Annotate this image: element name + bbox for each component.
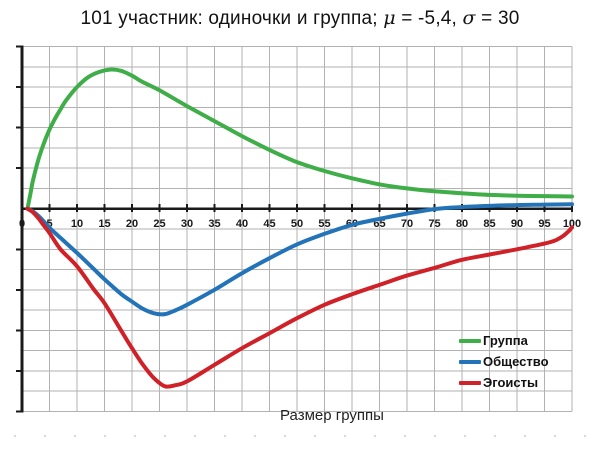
title-mu-symbol: μ xyxy=(383,7,396,29)
legend-swatch-green xyxy=(459,338,481,343)
svg-text:15: 15 xyxy=(98,218,110,230)
legend-label-gruppa: Группа xyxy=(483,333,528,348)
decorative-dotted-border xyxy=(14,435,586,437)
legend-item-gruppa: Группа xyxy=(459,330,549,351)
svg-text:45: 45 xyxy=(263,218,275,230)
legend-item-obshchestvo: Общество xyxy=(459,351,549,372)
svg-text:100: 100 xyxy=(563,218,581,230)
legend-label-egoisty: Эгоисты xyxy=(483,375,539,390)
svg-text:25: 25 xyxy=(153,218,165,230)
title-sigma-value: = 30 xyxy=(475,8,520,29)
title-sigma-symbol: σ xyxy=(462,7,476,29)
svg-text:10: 10 xyxy=(71,218,83,230)
axis-ticks xyxy=(16,45,573,413)
svg-text:55: 55 xyxy=(318,218,330,230)
legend-label-obshchestvo: Общество xyxy=(483,354,549,369)
svg-text:75: 75 xyxy=(428,218,440,230)
x-tick-labels: 0 5 10 15 20 25 30 35 40 45 50 55 60 65 70 75 80 85 90 95 10… xyxy=(19,218,581,230)
svg-text:70: 70 xyxy=(401,218,413,230)
chart-title: 101 участник: одиночки и группа; μ = -5,… xyxy=(0,7,600,30)
series-curve-gruppa xyxy=(25,67,574,211)
title-mu-value: = -5,4, xyxy=(395,8,463,29)
legend-swatch-blue xyxy=(459,359,481,364)
series-curve-egoisty xyxy=(25,206,574,389)
legend-item-egoisty: Эгоисты xyxy=(459,372,549,393)
series-curve-obshchestvo xyxy=(25,202,574,317)
legend-swatch-red xyxy=(459,380,481,385)
x-axis-label: Размер группы xyxy=(280,407,384,424)
svg-text:5: 5 xyxy=(46,218,52,230)
svg-text:80: 80 xyxy=(456,218,468,230)
svg-text:35: 35 xyxy=(208,218,220,230)
legend: Группа Общество Эгоисты xyxy=(459,330,549,393)
svg-text:95: 95 xyxy=(538,218,550,230)
svg-text:50: 50 xyxy=(291,218,303,230)
svg-text:30: 30 xyxy=(181,218,193,230)
title-text: 101 участник: одиночки и группа; xyxy=(80,8,384,29)
svg-text:0: 0 xyxy=(19,218,25,230)
grid xyxy=(21,46,573,412)
svg-text:90: 90 xyxy=(511,218,523,230)
svg-text:40: 40 xyxy=(236,218,248,230)
svg-text:20: 20 xyxy=(126,218,138,230)
svg-text:85: 85 xyxy=(483,218,495,230)
